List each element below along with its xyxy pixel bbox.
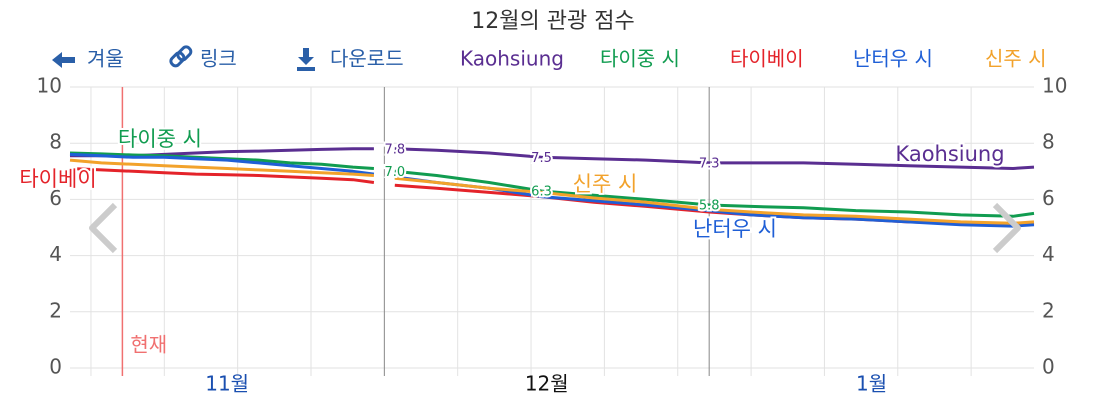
legend-entry[interactable]: 난터우 시 [853,47,933,71]
legend-entry[interactable]: 타이중 시 [600,47,680,71]
x-tick-label: 12월 [525,372,569,396]
download-button[interactable]: 다운로드 [330,47,404,71]
prev-arrow[interactable] [89,202,118,254]
x-tick-label: 1월 [856,372,887,396]
toolbar: 겨울 링크 다운로드 [52,45,404,71]
legend-entry[interactable]: 신주 시 [985,47,1047,71]
back-button[interactable]: 겨울 [87,47,124,71]
series-label: 난터우 시 [693,217,777,241]
y-tick-label: 2 [49,298,62,322]
y-tick-label-right: 8 [1042,130,1055,154]
link-button[interactable]: 링크 [200,47,237,71]
series-line [69,151,1035,218]
y-tick-label: 4 [49,242,62,266]
series-label: 타이베이 [19,167,96,191]
series-label: 타이중 시 [118,127,202,151]
y-tick-label-right: 10 [1042,74,1067,98]
y-tick-label-right: 4 [1042,242,1055,266]
back-icon[interactable] [52,52,75,68]
download-icon[interactable] [297,48,315,71]
x-tick-label: 11월 [205,372,249,396]
series-label: Kaohsiung [895,142,1004,166]
now-label: 현재 [130,333,167,357]
series-label: 신주 시 [573,172,638,196]
legend-entry[interactable]: 타이베이 [730,47,804,71]
legend-entry[interactable]: Kaohsiung [460,47,564,71]
y-tick-label: 10 [37,74,62,98]
y-tick-label: 6 [49,186,62,210]
y-tick-label: 8 [49,130,62,154]
value-label: 7.8 [384,142,405,157]
y-tick-label: 0 [49,355,62,379]
chart-title: 12월의 관광 점수 [471,9,634,34]
value-label: 5.8 [699,199,720,214]
y-tick-label-right: 0 [1042,355,1055,379]
next-arrow[interactable] [992,202,1021,254]
series-line [69,158,1035,225]
y-tick-label-right: 2 [1042,298,1055,322]
value-label: 7.5 [531,151,552,166]
value-label: 7.0 [384,165,405,180]
value-label: 7.3 [699,156,720,171]
value-label: 6.3 [531,184,552,199]
link-icon[interactable] [169,45,193,68]
y-tick-label-right: 6 [1042,186,1055,210]
